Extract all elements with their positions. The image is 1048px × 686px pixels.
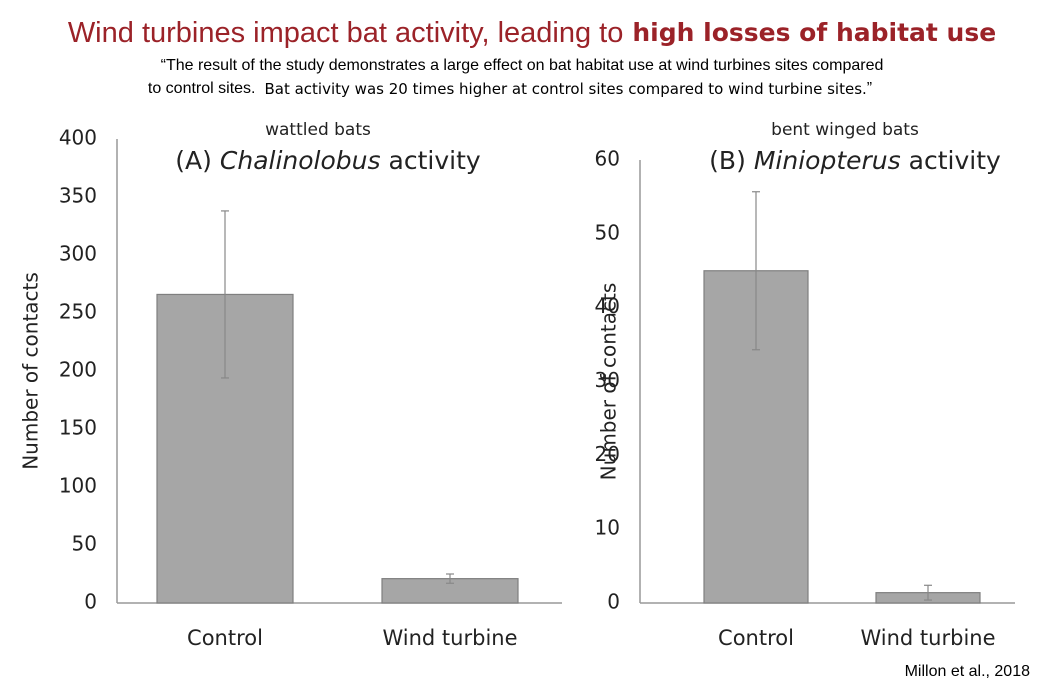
chart-title: (A) Chalinolobus activity bbox=[175, 146, 481, 175]
y-tick-label: 20 bbox=[595, 442, 620, 466]
title-part: (B) bbox=[709, 146, 746, 175]
y-tick-label: 250 bbox=[59, 300, 97, 324]
title-part: activity bbox=[909, 146, 1001, 175]
chart-subtitle: wattled bats bbox=[265, 120, 371, 140]
y-tick-label: 0 bbox=[607, 590, 620, 614]
y-tick-label: 10 bbox=[595, 516, 620, 540]
title-text: Wind turbines impact bat activity, leadi… bbox=[68, 17, 624, 49]
y-tick-label: 400 bbox=[59, 126, 97, 150]
header-title: Wind turbines impact bat activity, leadi… bbox=[68, 17, 996, 49]
y-axis-label: Number of contacts bbox=[19, 272, 43, 470]
quote-text: to control sites. bbox=[148, 80, 256, 97]
title-part: Chalinolobus bbox=[220, 146, 381, 175]
chart-subtitle: bent winged bats bbox=[771, 120, 919, 140]
bar bbox=[381, 578, 519, 604]
y-tick-label: 50 bbox=[595, 220, 620, 244]
y-axis-label: Number of contacts bbox=[597, 283, 621, 481]
y-tick-label: 50 bbox=[72, 532, 97, 556]
y-tick-label: 60 bbox=[595, 147, 620, 171]
y-tick-label: 30 bbox=[595, 368, 620, 392]
y-tick-label: 0 bbox=[84, 590, 97, 614]
source: Millon et al., 2018 bbox=[905, 663, 1031, 680]
x-tick-label: Control bbox=[718, 626, 794, 650]
quote-line-1: “The result of the study demonstrates a … bbox=[161, 57, 884, 74]
y-tick-label: 40 bbox=[595, 294, 620, 318]
y-tick-label: 350 bbox=[59, 184, 97, 208]
quote-close: ” bbox=[867, 80, 872, 97]
x-tick-label: Control bbox=[187, 626, 263, 650]
x-tick-label: Wind turbine bbox=[382, 626, 517, 650]
title-part: activity bbox=[389, 146, 481, 175]
quote-line-2: to control sites. Bat activity was 20 tim… bbox=[148, 80, 872, 98]
title-part: (A) bbox=[175, 146, 212, 175]
y-tick-label: 200 bbox=[59, 358, 97, 382]
title-bold: high losses of habitat use bbox=[632, 18, 996, 47]
quote-bold: Bat activity was 20 times higher at cont… bbox=[264, 80, 866, 98]
title-part: Miniopterus bbox=[754, 146, 901, 175]
x-tick-label: Wind turbine bbox=[860, 626, 995, 650]
chart-title: (B) Miniopterus activity bbox=[709, 146, 1001, 175]
y-tick-label: 100 bbox=[59, 474, 97, 498]
y-tick-label: 150 bbox=[59, 416, 97, 440]
y-tick-label: 300 bbox=[59, 242, 97, 266]
